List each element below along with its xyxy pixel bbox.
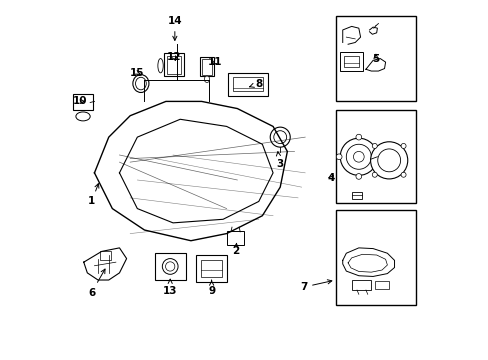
Circle shape: [355, 174, 361, 179]
Text: 14: 14: [167, 16, 182, 40]
Text: 11: 11: [207, 57, 222, 67]
Ellipse shape: [204, 76, 209, 82]
Bar: [164, 53, 183, 76]
Circle shape: [400, 143, 405, 148]
Bar: [233, 77, 263, 91]
Circle shape: [340, 138, 377, 175]
Text: 2: 2: [231, 243, 239, 256]
Bar: [335, 210, 415, 305]
Circle shape: [162, 258, 178, 274]
Text: 1: 1: [88, 184, 99, 206]
Bar: [166, 56, 181, 74]
Circle shape: [400, 172, 405, 177]
Text: 8: 8: [249, 78, 262, 89]
Bar: [343, 56, 358, 67]
Text: 13: 13: [163, 279, 177, 296]
Circle shape: [336, 154, 341, 159]
Bar: [201, 260, 221, 277]
Circle shape: [165, 262, 175, 271]
Text: 6: 6: [88, 269, 105, 297]
Circle shape: [353, 152, 364, 162]
FancyBboxPatch shape: [196, 255, 226, 282]
Text: 3: 3: [275, 152, 283, 169]
Bar: [351, 280, 370, 290]
Text: 5: 5: [371, 54, 379, 64]
Circle shape: [273, 131, 286, 144]
FancyBboxPatch shape: [155, 253, 185, 280]
Text: 7: 7: [299, 280, 331, 292]
Circle shape: [377, 149, 400, 172]
Bar: [200, 57, 214, 76]
Circle shape: [346, 144, 370, 169]
Text: 4: 4: [326, 173, 334, 183]
FancyBboxPatch shape: [228, 73, 267, 96]
Circle shape: [371, 172, 377, 177]
Text: 9: 9: [208, 280, 215, 296]
Ellipse shape: [158, 59, 163, 73]
Bar: [335, 111, 415, 203]
FancyBboxPatch shape: [73, 94, 93, 111]
Bar: [100, 251, 110, 260]
Ellipse shape: [133, 75, 149, 93]
FancyBboxPatch shape: [339, 52, 362, 71]
Circle shape: [355, 134, 361, 140]
Ellipse shape: [76, 112, 90, 121]
Circle shape: [270, 127, 290, 147]
Text: 15: 15: [130, 68, 144, 78]
Ellipse shape: [135, 77, 146, 90]
Circle shape: [370, 142, 407, 179]
Bar: [201, 59, 212, 75]
Bar: [351, 192, 362, 199]
Bar: [335, 16, 415, 102]
FancyBboxPatch shape: [227, 231, 244, 246]
Circle shape: [375, 154, 381, 159]
Bar: [374, 281, 388, 289]
Text: 10: 10: [73, 96, 87, 107]
Text: 12: 12: [166, 52, 181, 62]
Circle shape: [371, 143, 377, 148]
